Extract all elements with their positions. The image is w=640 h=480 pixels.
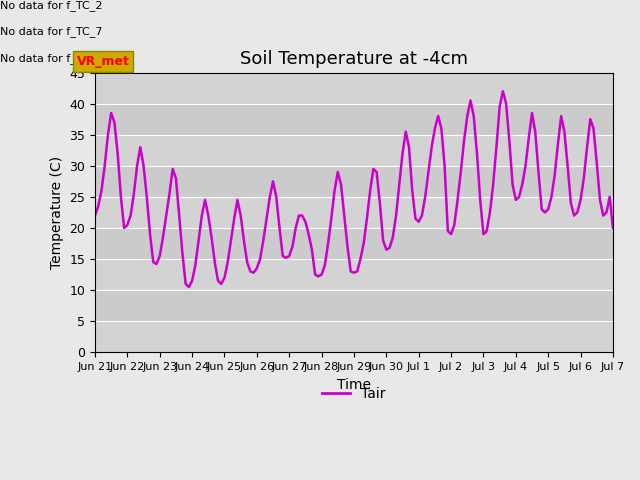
Bar	[95, 321, 613, 352]
Text: VR_met: VR_met	[77, 55, 130, 68]
Legend: Tair: Tair	[317, 382, 391, 407]
Tair	[528, 110, 536, 116]
Bar	[95, 228, 613, 259]
Bar	[95, 259, 613, 290]
Tair	[609, 225, 617, 231]
Tair	[91, 213, 99, 218]
Tair	[266, 194, 274, 200]
Tair	[554, 141, 562, 147]
Tair	[185, 284, 193, 290]
Text: No data for f_TC_7: No data for f_TC_7	[0, 26, 102, 37]
Bar	[95, 104, 613, 135]
Line: Tair: Tair	[95, 91, 613, 287]
Title: Soil Temperature at -4cm: Soil Temperature at -4cm	[240, 50, 468, 68]
Tair	[499, 88, 507, 94]
X-axis label: Time: Time	[337, 377, 371, 392]
Bar	[95, 72, 613, 104]
Bar	[95, 135, 613, 166]
Bar	[95, 290, 613, 321]
Tair	[589, 126, 597, 132]
Text: No data for f_TC_12: No data for f_TC_12	[0, 53, 109, 64]
Bar	[95, 166, 613, 197]
Tair	[285, 253, 293, 259]
Bar	[95, 197, 613, 228]
Y-axis label: Temperature (C): Temperature (C)	[50, 156, 64, 269]
Tair	[237, 213, 244, 218]
Text: No data for f_TC_2: No data for f_TC_2	[0, 0, 102, 11]
